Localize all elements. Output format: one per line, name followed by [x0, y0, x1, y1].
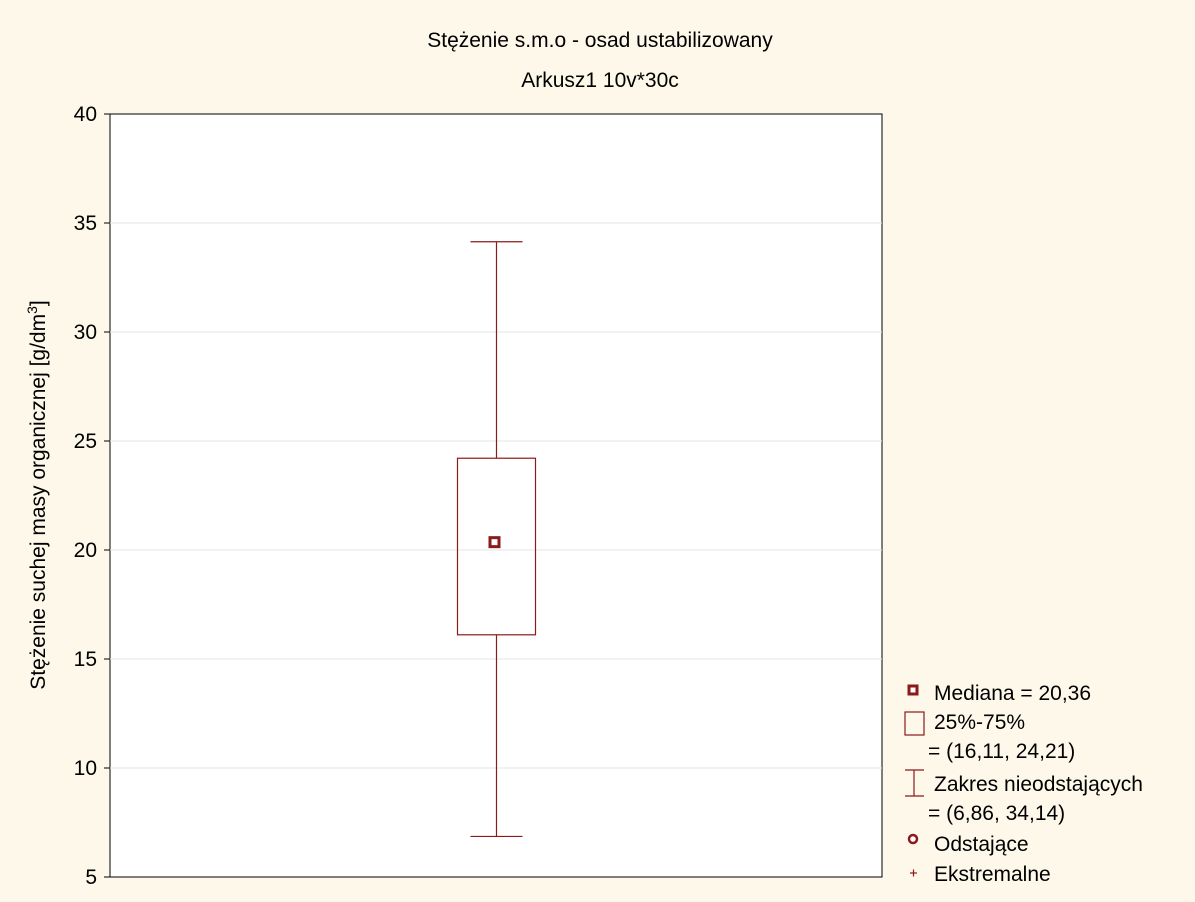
legend-box-values: = (16,11, 24,21)	[928, 740, 1075, 763]
legend-median-icon	[907, 684, 919, 696]
legend: Mediana = 20,36 25%-75% = (16,11, 24,21)…	[904, 682, 1143, 886]
legend-median-label: Mediana = 20,36	[934, 682, 1091, 705]
y-tick-label: 35	[74, 212, 97, 235]
box-plot	[456, 241, 537, 838]
chart-title: Stężenie s.m.o - osad ustabilizowany	[427, 29, 773, 52]
legend-outlier-icon	[907, 833, 919, 845]
y-tick-label: 5	[85, 866, 97, 889]
legend-whisker-icon	[905, 769, 924, 797]
y-tick-label: 20	[74, 539, 97, 562]
legend-extreme-label: Ekstremalne	[934, 863, 1051, 886]
legend-outlier-label: Odstające	[934, 833, 1029, 856]
legend-extreme-icon	[910, 869, 917, 877]
y-axis-label: Stężenie suchej masy organicznej [g/dm3]	[24, 300, 50, 690]
y-tick-label: 25	[74, 430, 97, 453]
legend-whisker-label: Zakres nieodstających	[934, 773, 1143, 796]
iqr-box	[456, 457, 537, 636]
legend-box-icon	[904, 711, 925, 736]
y-axis: 5 10 15 20 25 30 35 40	[74, 103, 110, 889]
y-tick-label: 15	[74, 648, 97, 671]
legend-box-label: 25%-75%	[934, 711, 1025, 734]
y-tick-label: 30	[74, 321, 97, 344]
y-tick-label: 10	[74, 757, 97, 780]
y-tick-label: 40	[74, 103, 97, 126]
median-marker	[488, 536, 501, 549]
chart-subtitle: Arkusz1 10v*30c	[521, 69, 679, 92]
legend-whisker-values: = (6,86, 34,14)	[928, 802, 1065, 825]
